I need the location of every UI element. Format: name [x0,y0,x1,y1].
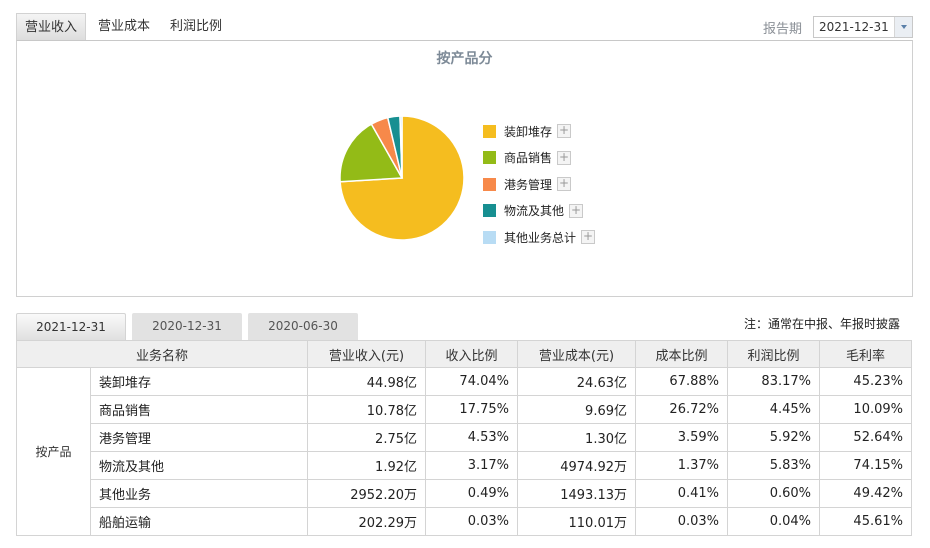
table-row: 船舶运输 202.29万 0.03% 110.01万 0.03% 0.04% 4… [17,507,912,536]
business-name: 商品销售 [90,395,308,424]
business-name: 物流及其他 [90,451,308,480]
date-tab-2020-12-31[interactable]: 2020-12-31 [132,313,242,340]
legend-label: 港务管理 [504,177,553,192]
legend-swatch [483,177,496,191]
tab-revenue[interactable]: 营业收入 [16,13,87,41]
gross-margin: 45.61% [819,507,912,536]
profit-ratio: 5.83% [727,451,820,480]
revenue-ratio: 3.17% [425,451,518,480]
cost: 110.01万 [517,507,636,536]
col-gross-margin: 毛利率 [819,340,912,368]
chart-legend: 装卸堆存 + 商品销售 + 港务管理 + 物流及其他 + 其他业务总计 + [483,118,596,251]
business-name: 装卸堆存 [90,367,308,396]
revenue-ratio: 0.03% [425,507,518,536]
report-period-select[interactable]: 2021-12-31 [813,16,913,38]
chart-title: 按产品分 [436,51,493,67]
table-row: 港务管理 2.75亿 4.53% 1.30亿 3.59% 5.92% 52.64… [17,423,912,452]
chevron-down-icon[interactable] [894,17,912,37]
business-name: 船舶运输 [90,507,308,536]
legend-swatch [483,151,496,165]
cost: 1.30亿 [517,423,636,452]
date-tab-2020-06-30[interactable]: 2020-06-30 [248,313,358,340]
revenue: 2952.20万 [307,479,426,508]
gross-margin: 52.64% [819,423,912,452]
col-cost-ratio: 成本比例 [635,340,728,368]
cost: 24.63亿 [517,367,636,396]
gross-margin: 74.15% [819,451,912,480]
profit-ratio: 5.92% [727,423,820,452]
profit-ratio: 83.17% [727,367,820,396]
col-business-name: 业务名称 [16,340,308,368]
legend-swatch [483,124,496,138]
legend-item[interactable]: 物流及其他 + [483,198,595,225]
cost: 9.69亿 [517,395,636,424]
legend-label: 物流及其他 [504,204,565,219]
business-name: 其他业务 [90,479,308,508]
report-period-label: 报告期 [763,22,803,37]
gross-margin: 45.23% [819,367,912,396]
pie-slice[interactable] [399,115,403,179]
profit-ratio: 0.60% [727,479,820,508]
legend-item[interactable]: 装卸堆存 + [483,118,595,145]
legend-item[interactable]: 其他业务总计 + [483,224,596,251]
business-name: 港务管理 [90,423,308,452]
tab-cost[interactable]: 营业成本 [98,19,151,34]
cost-ratio: 1.37% [635,451,728,480]
cost: 1493.13万 [517,479,636,508]
table-row: 商品销售 10.78亿 17.75% 9.69亿 26.72% 4.45% 10… [17,395,912,424]
gross-margin: 49.42% [819,479,912,508]
revenue: 2.75亿 [307,423,426,452]
cost-ratio: 67.88% [635,367,728,396]
legend-swatch [483,230,496,244]
col-profit-ratio: 利润比例 [727,340,820,368]
plus-icon[interactable]: + [557,149,572,165]
revenue-ratio: 74.04% [425,367,518,396]
revenue-ratio: 0.49% [425,479,518,508]
business-table: 业务名称 营业收入(元) 收入比例 营业成本(元) 成本比例 利润比例 毛利率 … [16,340,912,536]
revenue: 202.29万 [307,507,426,536]
legend-label: 其他业务总计 [504,230,577,245]
date-tab-2021-12-31[interactable]: 2021-12-31 [16,313,126,340]
table-row: 按产品 装卸堆存 44.98亿 74.04% 24.63亿 67.88% 83.… [16,367,912,536]
plus-icon[interactable]: + [569,202,584,218]
revenue: 44.98亿 [307,367,426,396]
legend-label: 装卸堆存 [504,124,553,139]
legend-item[interactable]: 商品销售 + [483,145,595,172]
col-cost: 营业成本(元) [517,340,636,368]
gross-margin: 10.09% [819,395,912,424]
plus-icon[interactable]: + [581,229,596,245]
cost: 4974.92万 [517,451,636,480]
col-revenue-ratio: 收入比例 [425,340,518,368]
disclosure-note: 注：通常在中报、年报时披露 [744,317,901,331]
table-row: 其他业务 2952.20万 0.49% 1493.13万 0.41% 0.60%… [17,479,912,508]
legend-swatch [483,204,496,218]
pie-chart [339,115,465,241]
profit-ratio: 4.45% [727,395,820,424]
legend-item[interactable]: 港务管理 + [483,171,595,198]
revenue: 1.92亿 [307,451,426,480]
plus-icon[interactable]: + [557,123,572,139]
cost-ratio: 0.41% [635,479,728,508]
revenue-ratio: 4.53% [425,423,518,452]
tab-profit-ratio[interactable]: 利润比例 [170,19,223,34]
cost-ratio: 26.72% [635,395,728,424]
group-cell: 按产品 [16,367,91,536]
table-row: 物流及其他 1.92亿 3.17% 4974.92万 1.37% 5.83% 7… [17,451,912,480]
col-revenue: 营业收入(元) [307,340,426,368]
cost-ratio: 0.03% [635,507,728,536]
revenue: 10.78亿 [307,395,426,424]
legend-label: 商品销售 [504,151,553,166]
date-tabs: 2021-12-31 2020-12-31 2020-06-30 [16,313,364,340]
cost-ratio: 3.59% [635,423,728,452]
table-header-row: 业务名称 营业收入(元) 收入比例 营业成本(元) 成本比例 利润比例 毛利率 [16,340,912,368]
profit-ratio: 0.04% [727,507,820,536]
pie-slice[interactable] [339,123,404,183]
chart-panel: 按产品分 装卸堆存 + 商品销售 + 港务管理 + 物流及其他 + 其他业务总计… [16,40,913,297]
report-period-value: 2021-12-31 [819,20,889,34]
top-tabs: 营业收入 营业成本 利润比例 [16,13,234,41]
plus-icon[interactable]: + [557,176,572,192]
revenue-ratio: 17.75% [425,395,518,424]
